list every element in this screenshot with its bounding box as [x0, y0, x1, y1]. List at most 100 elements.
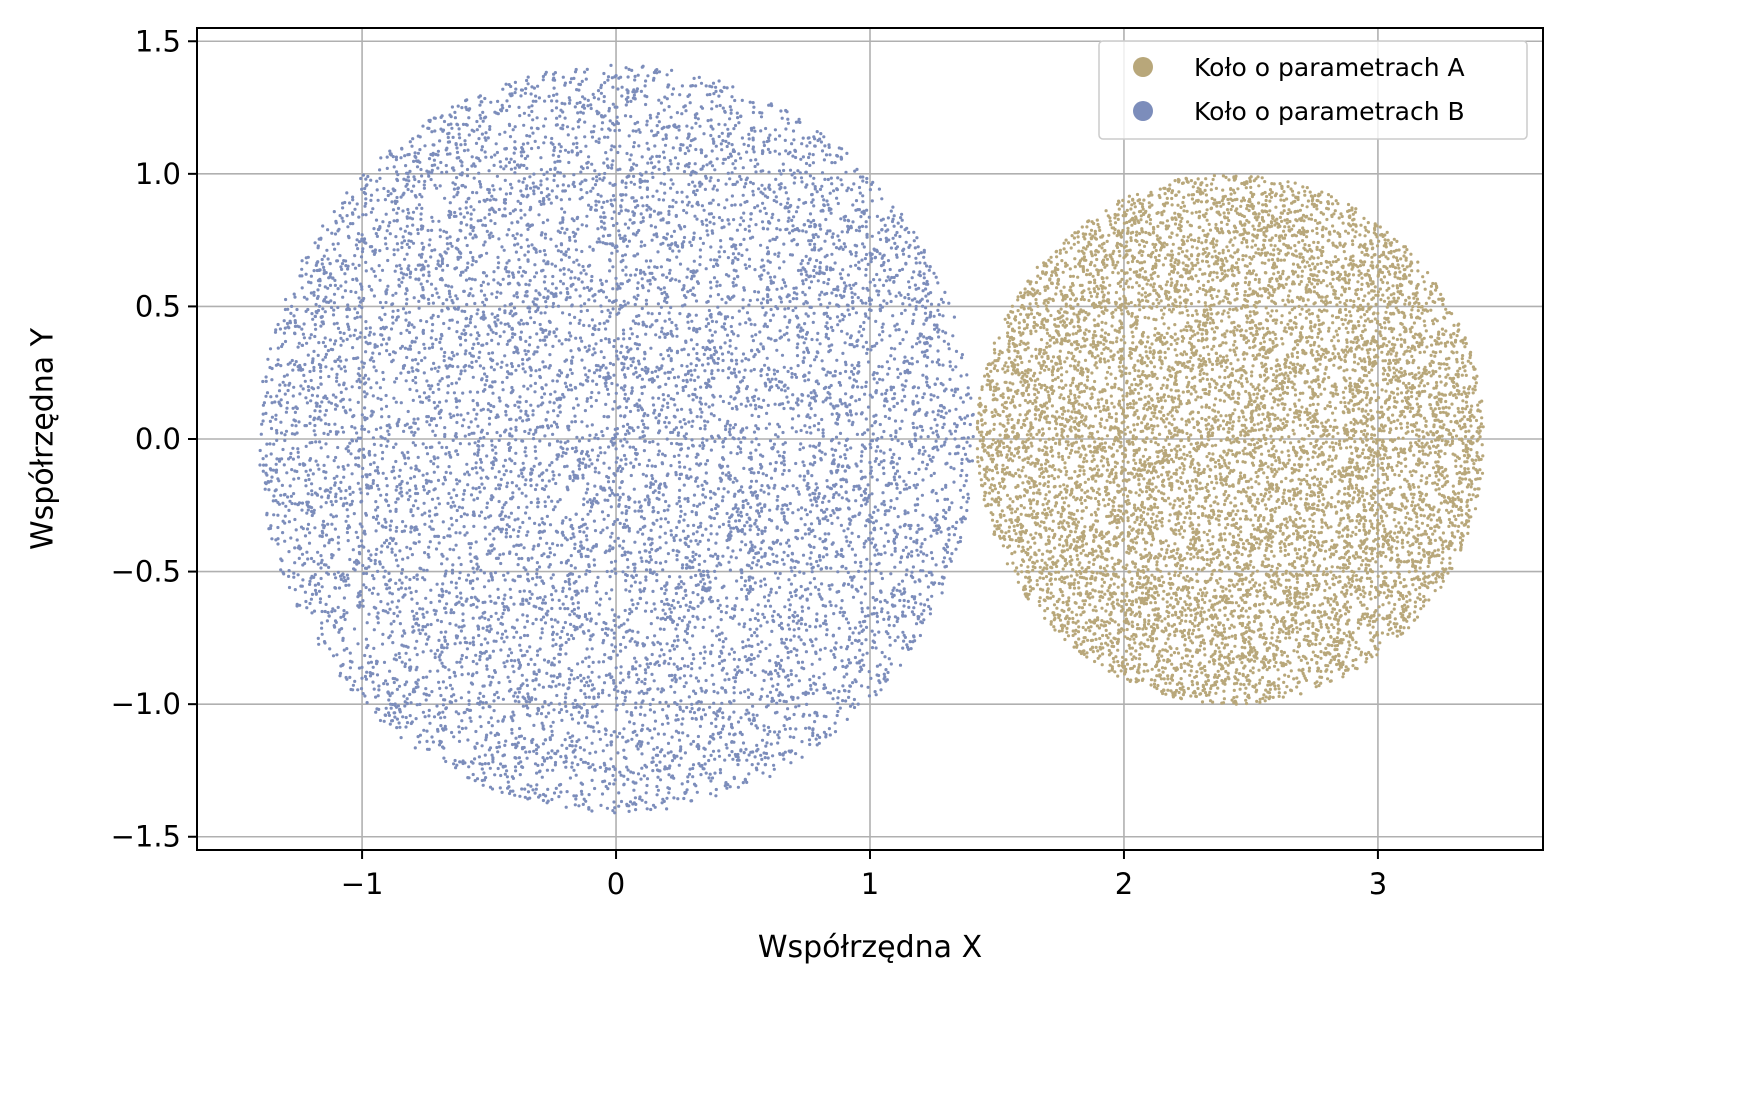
data-point	[1199, 610, 1203, 614]
data-point	[1068, 389, 1072, 393]
data-point	[980, 483, 984, 487]
data-point	[1353, 355, 1357, 359]
data-point	[1215, 201, 1219, 205]
data-point	[1308, 517, 1312, 521]
data-point	[1436, 553, 1440, 557]
data-point	[1098, 409, 1102, 413]
data-point	[1079, 345, 1083, 349]
data-point	[1197, 523, 1201, 527]
data-point	[1074, 347, 1078, 351]
data-point	[1147, 551, 1152, 555]
data-point	[1207, 352, 1211, 356]
data-point	[1268, 659, 1272, 663]
data-point	[1264, 658, 1268, 662]
data-point	[1244, 600, 1248, 605]
data-point	[1069, 342, 1073, 346]
data-point	[1396, 436, 1401, 440]
data-point	[1121, 479, 1125, 483]
data-point	[1073, 601, 1077, 605]
data-point	[1371, 335, 1376, 339]
data-point	[1095, 284, 1099, 288]
data-point	[1061, 593, 1065, 598]
data-point	[1105, 602, 1109, 606]
data-point	[1032, 509, 1036, 513]
data-point	[1160, 666, 1165, 670]
data-point	[1357, 269, 1361, 273]
data-point	[1270, 549, 1274, 554]
data-point	[1354, 483, 1359, 487]
data-point	[1395, 464, 1399, 468]
data-point	[1059, 490, 1063, 494]
data-point	[1134, 238, 1138, 242]
data-point	[1373, 500, 1377, 504]
data-point	[1198, 362, 1202, 366]
data-point	[1028, 545, 1033, 549]
data-point	[1178, 504, 1182, 508]
data-point	[1295, 626, 1299, 630]
data-point	[1254, 212, 1258, 216]
data-point	[1045, 582, 1049, 587]
data-point	[1085, 651, 1089, 655]
data-point	[1271, 379, 1275, 383]
data-point	[1095, 366, 1099, 370]
data-point	[1331, 277, 1335, 281]
data-point	[1365, 492, 1369, 496]
data-point	[1073, 419, 1077, 424]
data-point	[991, 393, 996, 397]
data-point	[1193, 624, 1197, 628]
data-point	[1266, 465, 1270, 469]
data-point	[1405, 248, 1409, 252]
data-point	[1058, 251, 1062, 255]
data-point	[1053, 546, 1057, 550]
data-point	[1196, 592, 1201, 596]
data-point	[1222, 309, 1226, 313]
data-point	[1243, 280, 1247, 285]
data-point	[1390, 468, 1395, 472]
data-point	[1439, 292, 1443, 296]
data-point	[1301, 671, 1305, 676]
data-point	[1388, 455, 1392, 460]
data-point	[1162, 492, 1166, 496]
data-point	[1049, 620, 1053, 624]
data-point	[1182, 209, 1186, 213]
data-point	[1205, 183, 1209, 187]
data-point	[1257, 383, 1261, 387]
data-point	[1277, 691, 1281, 695]
data-point	[1044, 345, 1049, 349]
data-point	[1412, 492, 1416, 496]
data-point	[1249, 477, 1253, 481]
data-point	[1061, 567, 1065, 571]
data-point	[1138, 653, 1142, 657]
data-point	[1222, 211, 1226, 215]
data-point	[1212, 344, 1216, 348]
data-point	[1330, 270, 1334, 274]
data-point	[1025, 433, 1029, 437]
data-point	[1324, 440, 1328, 444]
data-point	[1237, 588, 1241, 592]
data-point	[1122, 287, 1126, 291]
data-point	[1363, 234, 1367, 238]
data-point	[1077, 625, 1081, 629]
data-point	[1407, 570, 1411, 574]
data-point	[1362, 522, 1366, 526]
data-point	[1229, 578, 1233, 582]
data-point	[1180, 417, 1184, 421]
data-point	[1450, 521, 1454, 525]
data-point	[1432, 386, 1436, 390]
data-point	[1124, 366, 1128, 370]
data-point	[1296, 343, 1300, 347]
data-point	[1162, 677, 1166, 681]
data-point	[1162, 658, 1166, 662]
data-point	[1064, 238, 1068, 242]
data-point	[1283, 691, 1287, 695]
data-point	[1356, 280, 1360, 284]
data-point	[1229, 254, 1233, 258]
data-point	[1349, 298, 1353, 303]
data-point	[1150, 573, 1154, 577]
data-point	[1047, 499, 1051, 503]
data-point	[1017, 321, 1021, 325]
data-point	[1035, 388, 1039, 392]
data-point	[1467, 493, 1471, 497]
data-point	[1162, 557, 1166, 561]
data-point	[1183, 637, 1187, 642]
